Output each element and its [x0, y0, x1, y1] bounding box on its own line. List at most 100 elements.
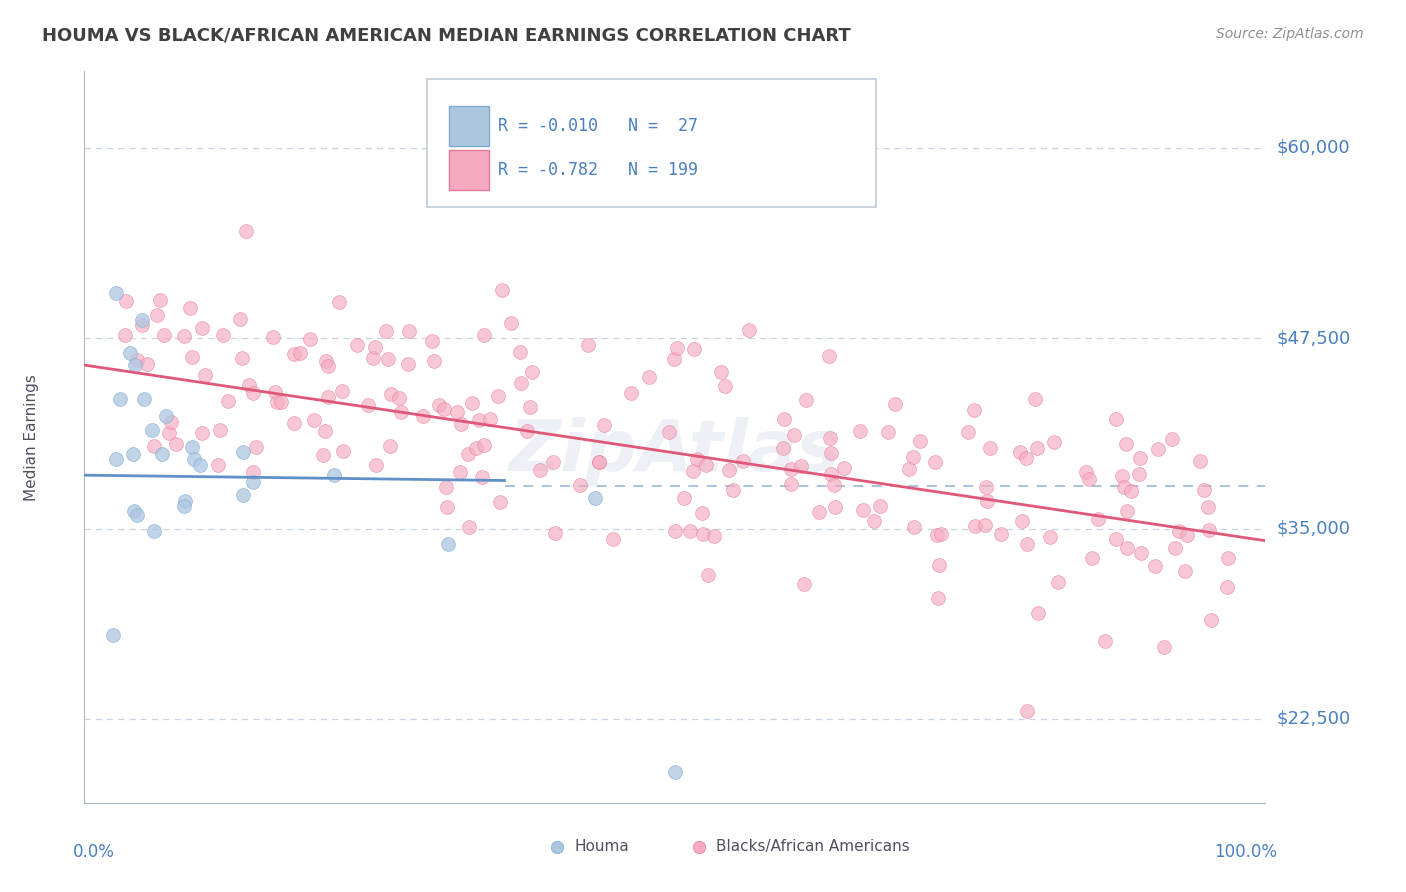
Point	[1129, 546, 1152, 560]
Point	[330, 384, 353, 398]
Point	[142, 439, 165, 453]
Text: ZipAtlas: ZipAtlas	[509, 417, 841, 486]
Point	[664, 765, 686, 780]
Point	[1081, 551, 1104, 566]
Point	[692, 527, 714, 541]
Point	[583, 491, 606, 505]
Point	[818, 431, 841, 445]
Point	[262, 330, 284, 344]
Point	[412, 409, 434, 423]
Text: $47,500: $47,500	[1277, 329, 1351, 347]
Point	[956, 425, 979, 439]
Point	[1198, 524, 1220, 538]
Point	[304, 413, 326, 427]
Point	[666, 341, 689, 355]
Point	[990, 527, 1012, 541]
Point	[974, 518, 997, 533]
Point	[486, 389, 509, 403]
Point	[316, 359, 339, 373]
Point	[190, 321, 212, 335]
Point	[772, 441, 794, 455]
Point	[146, 309, 169, 323]
Point	[131, 313, 153, 327]
Text: 0.0%: 0.0%	[73, 843, 114, 861]
Point	[270, 395, 292, 409]
Point	[143, 524, 166, 538]
Point	[974, 479, 997, 493]
Point	[1105, 533, 1128, 547]
Point	[471, 470, 494, 484]
Point	[357, 398, 380, 412]
Point	[1077, 472, 1099, 486]
Point	[194, 368, 217, 382]
Point	[1026, 441, 1049, 455]
Point	[316, 390, 339, 404]
Point	[110, 392, 132, 406]
Point	[457, 447, 479, 461]
Point	[479, 412, 502, 426]
Point	[181, 440, 204, 454]
Point	[832, 461, 855, 475]
Point	[179, 301, 201, 315]
Point	[516, 425, 538, 439]
Text: 100.0%: 100.0%	[1215, 843, 1277, 861]
Point	[242, 465, 264, 479]
Point	[1143, 558, 1166, 573]
Point	[1111, 468, 1133, 483]
Point	[245, 440, 267, 454]
Point	[852, 503, 875, 517]
Point	[436, 500, 458, 514]
Point	[710, 365, 733, 379]
Point	[685, 452, 707, 467]
Point	[488, 494, 510, 508]
Point	[1153, 640, 1175, 654]
Point	[1160, 432, 1182, 446]
Point	[434, 480, 457, 494]
Point	[380, 439, 402, 453]
Point	[1175, 528, 1198, 542]
Point	[427, 398, 450, 412]
Point	[242, 385, 264, 400]
Point	[465, 442, 488, 456]
Point	[1015, 705, 1038, 719]
Point	[824, 500, 846, 514]
Point	[328, 294, 350, 309]
Point	[1115, 437, 1137, 451]
Point	[884, 397, 907, 411]
Point	[520, 365, 543, 379]
Point	[823, 478, 845, 492]
Point	[283, 347, 305, 361]
Point	[104, 452, 127, 467]
Point	[697, 568, 720, 582]
Point	[849, 425, 872, 439]
Point	[876, 425, 898, 439]
Point	[662, 351, 685, 366]
Point	[679, 524, 702, 538]
Point	[231, 351, 253, 365]
Point	[963, 403, 986, 417]
Point	[773, 411, 796, 425]
Point	[1046, 574, 1069, 589]
Point	[1010, 445, 1032, 459]
Point	[1128, 467, 1150, 482]
Point	[235, 224, 257, 238]
Text: R = -0.782   N = 199: R = -0.782 N = 199	[498, 161, 697, 179]
Point	[312, 448, 335, 462]
Point	[420, 334, 443, 348]
Point	[820, 446, 842, 460]
Point	[173, 499, 195, 513]
Point	[664, 524, 686, 539]
Point	[1216, 551, 1239, 566]
Point	[901, 450, 924, 464]
Point	[155, 409, 177, 424]
Point	[979, 442, 1001, 456]
Point	[180, 350, 202, 364]
Point	[928, 558, 950, 573]
Point	[1026, 607, 1049, 621]
Point	[446, 405, 468, 419]
Point	[576, 338, 599, 352]
Point	[125, 508, 148, 523]
Point	[124, 358, 146, 372]
Point	[1198, 500, 1220, 514]
Point	[927, 591, 949, 605]
